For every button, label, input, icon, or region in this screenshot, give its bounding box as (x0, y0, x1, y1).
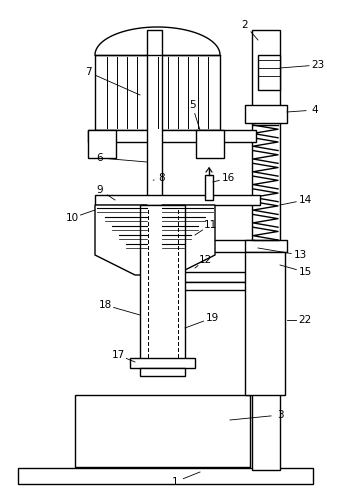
Text: 9: 9 (97, 185, 103, 195)
Bar (147, 282, 255, 290)
Bar (205, 175, 213, 200)
Text: 5: 5 (189, 100, 195, 110)
Text: 3: 3 (277, 410, 283, 420)
Bar (75, 395, 250, 467)
Text: 4: 4 (312, 105, 318, 115)
Bar (88, 130, 116, 158)
Text: 22: 22 (298, 315, 312, 325)
Text: 17: 17 (111, 350, 125, 360)
Bar (18, 468, 313, 484)
Polygon shape (95, 205, 147, 275)
Text: 7: 7 (85, 67, 91, 77)
Text: 8: 8 (159, 173, 165, 183)
Bar (210, 240, 255, 252)
Text: 2: 2 (242, 20, 248, 30)
Text: 14: 14 (298, 195, 312, 205)
Text: 23: 23 (312, 60, 325, 70)
Bar (140, 368, 185, 376)
Bar (95, 55, 220, 130)
Text: 13: 13 (293, 250, 307, 260)
Text: 10: 10 (65, 213, 78, 223)
Bar (245, 105, 287, 123)
Text: 15: 15 (298, 267, 312, 277)
Text: 18: 18 (98, 300, 112, 310)
Bar (245, 240, 287, 252)
Text: 19: 19 (205, 313, 219, 323)
Bar (140, 205, 185, 360)
Text: 1: 1 (172, 477, 178, 487)
Bar (245, 252, 285, 395)
Text: 11: 11 (203, 220, 217, 230)
Bar (130, 358, 195, 368)
Text: 6: 6 (97, 153, 103, 163)
Bar (147, 30, 162, 200)
Bar (147, 272, 255, 282)
Bar (258, 55, 280, 90)
Bar (252, 30, 280, 470)
Bar (95, 195, 260, 205)
Text: 12: 12 (198, 255, 212, 265)
Bar (196, 130, 224, 158)
Polygon shape (162, 205, 215, 275)
Text: 16: 16 (221, 173, 234, 183)
Bar (88, 130, 256, 142)
